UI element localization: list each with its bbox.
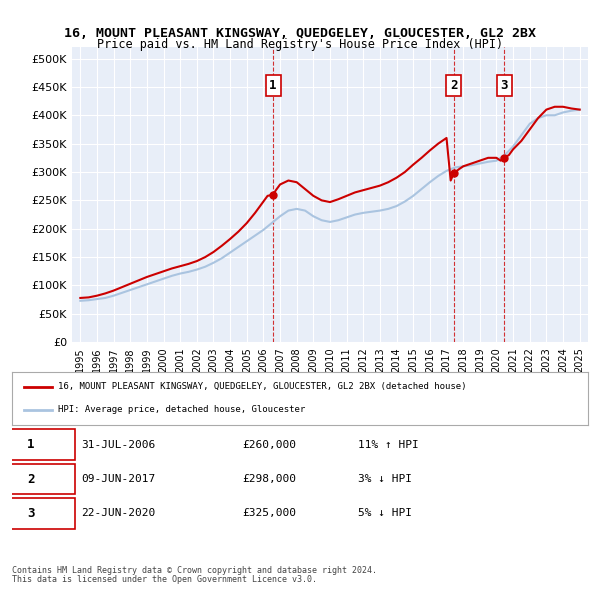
Text: HPI: Average price, detached house, Gloucester: HPI: Average price, detached house, Glou… xyxy=(58,405,305,414)
Text: 11% ↑ HPI: 11% ↑ HPI xyxy=(358,440,418,450)
Text: 09-JUN-2017: 09-JUN-2017 xyxy=(81,474,155,484)
FancyBboxPatch shape xyxy=(0,464,76,494)
Text: This data is licensed under the Open Government Licence v3.0.: This data is licensed under the Open Gov… xyxy=(12,575,317,584)
Text: 22-JUN-2020: 22-JUN-2020 xyxy=(81,509,155,518)
Text: £298,000: £298,000 xyxy=(242,474,296,484)
Text: Contains HM Land Registry data © Crown copyright and database right 2024.: Contains HM Land Registry data © Crown c… xyxy=(12,566,377,575)
Text: 3: 3 xyxy=(500,79,508,92)
Text: £260,000: £260,000 xyxy=(242,440,296,450)
Text: 2: 2 xyxy=(450,79,458,92)
Text: £325,000: £325,000 xyxy=(242,509,296,518)
Text: 2: 2 xyxy=(27,473,35,486)
Text: 16, MOUNT PLEASANT KINGSWAY, QUEDGELEY, GLOUCESTER, GL2 2BX (detached house): 16, MOUNT PLEASANT KINGSWAY, QUEDGELEY, … xyxy=(58,382,467,391)
FancyBboxPatch shape xyxy=(0,430,76,460)
Text: 1: 1 xyxy=(27,438,35,451)
Text: 3% ↓ HPI: 3% ↓ HPI xyxy=(358,474,412,484)
Text: 16, MOUNT PLEASANT KINGSWAY, QUEDGELEY, GLOUCESTER, GL2 2BX: 16, MOUNT PLEASANT KINGSWAY, QUEDGELEY, … xyxy=(64,27,536,40)
FancyBboxPatch shape xyxy=(0,498,76,529)
Text: Price paid vs. HM Land Registry's House Price Index (HPI): Price paid vs. HM Land Registry's House … xyxy=(97,38,503,51)
Text: 1: 1 xyxy=(269,79,277,92)
Text: 31-JUL-2006: 31-JUL-2006 xyxy=(81,440,155,450)
Text: 5% ↓ HPI: 5% ↓ HPI xyxy=(358,509,412,518)
Text: 3: 3 xyxy=(27,507,35,520)
